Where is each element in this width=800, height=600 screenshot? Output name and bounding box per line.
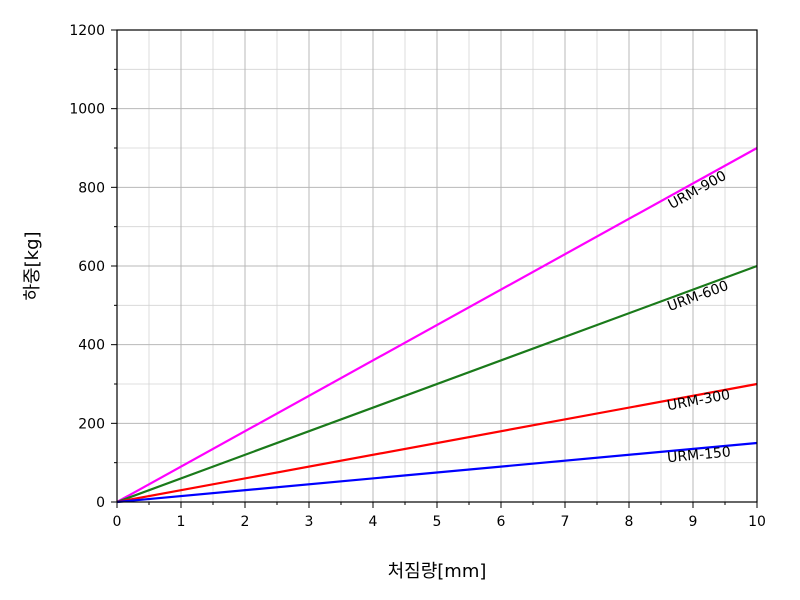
x-tick-label: 10 xyxy=(748,514,766,530)
axis-ticks xyxy=(111,29,758,508)
series-label-urm-600: URM-600 xyxy=(665,278,730,315)
y-tick-label: 800 xyxy=(78,180,105,196)
x-tick-label: 9 xyxy=(689,514,698,530)
y-tick-label: 1000 xyxy=(69,102,105,118)
x-tick-label: 6 xyxy=(497,514,506,530)
y-tick-label: 400 xyxy=(78,338,105,354)
x-tick-label: 2 xyxy=(241,514,250,530)
x-tick-label: 0 xyxy=(113,514,122,530)
grid xyxy=(116,29,758,503)
series-lines xyxy=(116,147,758,504)
series-label-urm-300: URM-300 xyxy=(666,387,732,414)
y-tick-label: 200 xyxy=(78,416,105,432)
x-axis-title: 처짐량[mm] xyxy=(388,561,487,582)
y-tick-label: 0 xyxy=(96,495,105,511)
x-tick-label: 3 xyxy=(305,514,314,530)
y-tick-label: 1200 xyxy=(69,23,105,39)
series-label-urm-900: URM-900 xyxy=(666,168,730,213)
series-labels: URM-900 URM-600 URM-300 URM-150 xyxy=(665,168,731,466)
tick-labels: 0 1 2 3 4 5 6 7 8 9 10 0 200 400 600 800 1000 1200 xyxy=(69,23,766,530)
series-line-urm-300 xyxy=(116,382,758,504)
x-tick-label: 4 xyxy=(369,514,378,530)
y-tick-label: 600 xyxy=(78,259,105,275)
series-label-urm-150: URM-150 xyxy=(667,444,732,466)
x-tick-label: 1 xyxy=(177,514,186,530)
x-tick-label: 7 xyxy=(561,514,570,530)
x-tick-label: 8 xyxy=(625,514,634,530)
y-axis-title: 하중[kg] xyxy=(22,231,43,300)
x-tick-label: 5 xyxy=(433,514,442,530)
series-line-urm-150 xyxy=(116,441,758,504)
series-line-urm-600 xyxy=(116,264,758,504)
series-line-urm-900 xyxy=(116,147,758,503)
